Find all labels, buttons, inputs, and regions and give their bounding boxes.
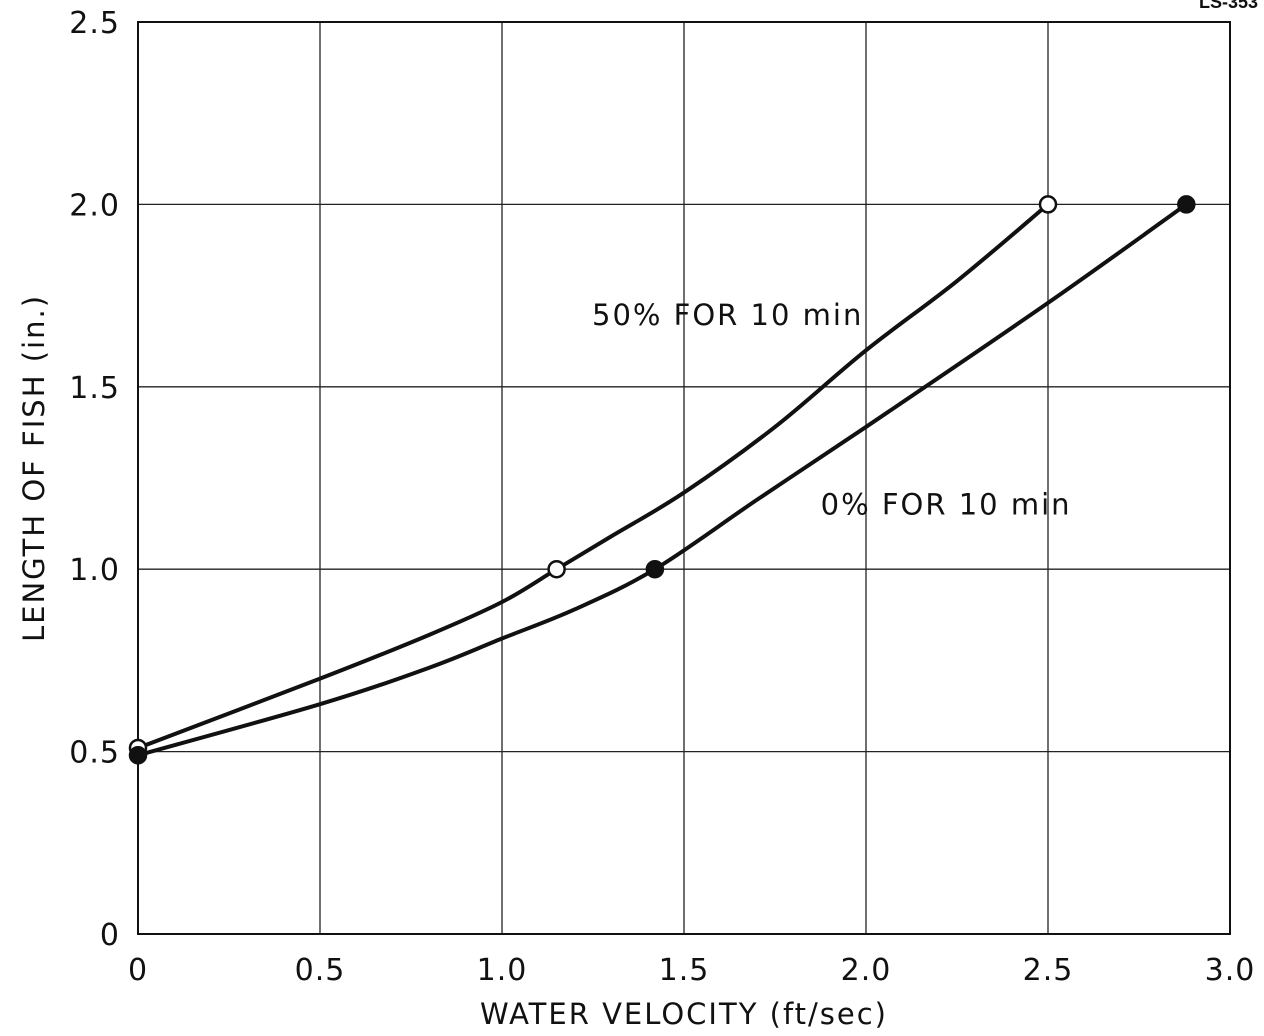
open-circle-point [1038, 195, 1058, 214]
y-axis-label: LENGTH OF FISH (in.) [17, 294, 51, 642]
series-label: 50% FOR 10 min [592, 298, 863, 332]
series-markers [128, 195, 1196, 765]
x-axis-label: WATER VELOCITY (ft/sec) [480, 997, 888, 1031]
series-label: 0% FOR 10 min [821, 487, 1072, 521]
x-tick-label: 2.5 [1023, 953, 1074, 988]
y-tick-label: 2.5 [69, 6, 120, 41]
y-tick-label: 1.0 [69, 553, 120, 588]
grid [138, 22, 1230, 934]
series-line [136, 202, 1050, 750]
x-tick-label: 0.5 [295, 953, 346, 988]
y-tick-labels: 0 0.5 1.0 1.5 2.0 2.5 [69, 6, 120, 953]
filled-circle-point [128, 745, 148, 765]
y-tick-label: 1.5 [69, 371, 120, 406]
y-tick-label: 2.0 [69, 188, 120, 223]
series-line [136, 202, 1189, 758]
series-curves [136, 202, 1189, 758]
x-tick-label: 3.0 [1205, 953, 1256, 988]
x-tick-label: 1.5 [659, 953, 710, 988]
y-tick-label: 0 [100, 918, 120, 953]
plot-frame [137, 21, 1231, 935]
x-tick-label: 0 [128, 953, 148, 988]
figure-id: LS-353 [1199, 0, 1258, 12]
open-circle-point [547, 559, 566, 579]
x-tick-labels: 0 0.5 1.0 1.5 2.0 2.5 3.0 [128, 953, 1256, 988]
x-tick-label: 1.0 [477, 953, 528, 988]
x-tick-label: 2.0 [841, 953, 892, 988]
filled-circle-point [645, 559, 665, 579]
series-labels: 50% FOR 10 min 0% FOR 10 min [592, 298, 1072, 522]
filled-circle-point [1177, 195, 1196, 214]
y-tick-label: 0.5 [69, 736, 120, 771]
